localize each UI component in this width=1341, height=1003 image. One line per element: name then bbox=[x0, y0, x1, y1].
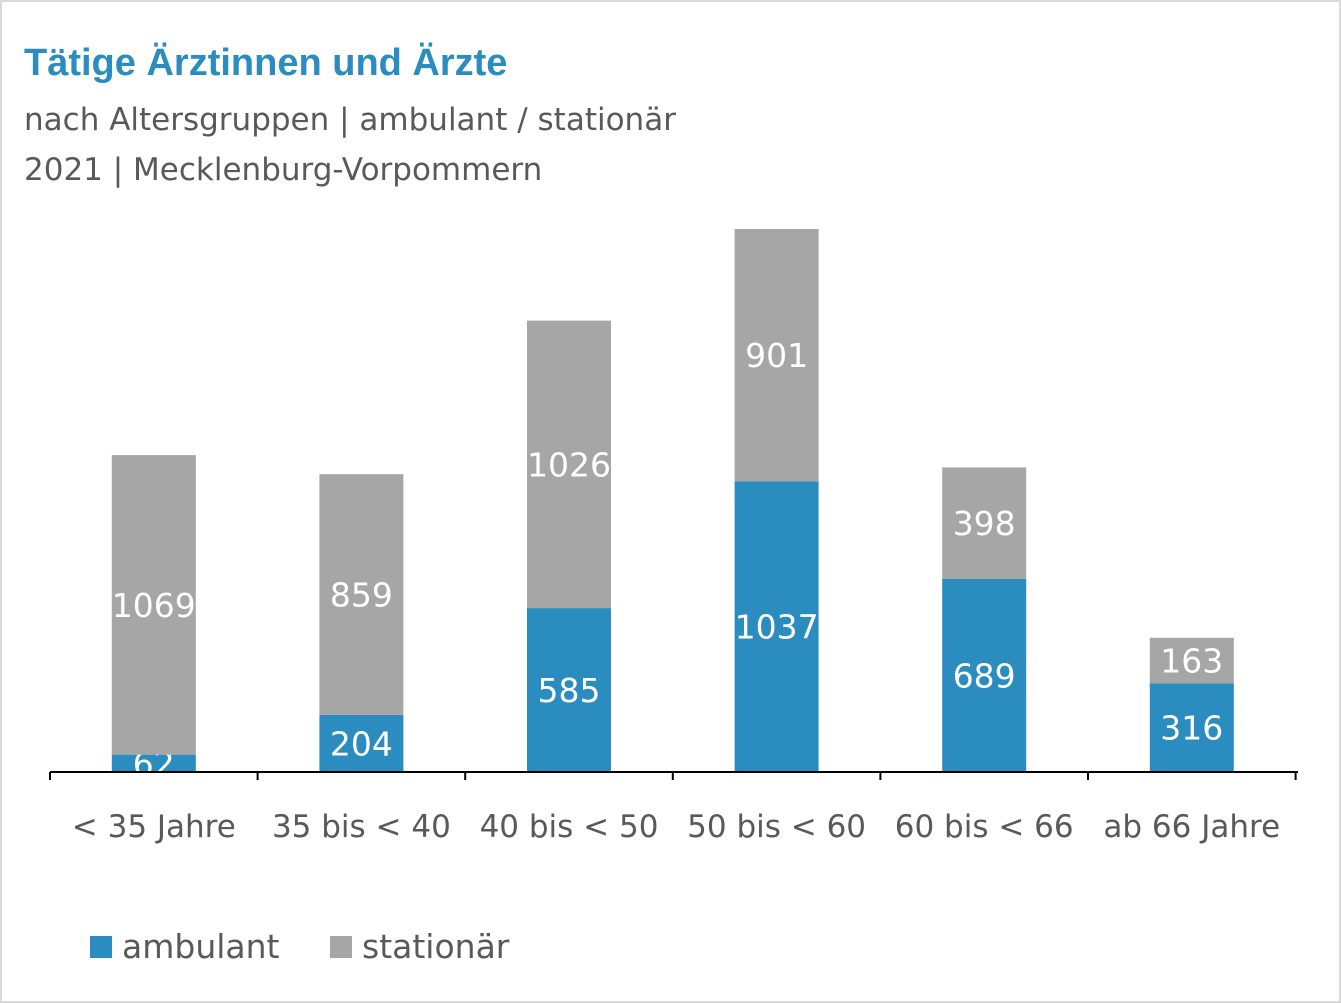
bar-ambulant bbox=[734, 481, 819, 772]
data-label-stationaer: 901 bbox=[745, 336, 808, 375]
data-label-stationaer: 398 bbox=[953, 504, 1016, 543]
bar-stationaer bbox=[111, 455, 196, 755]
bar-stationaer bbox=[942, 467, 1027, 579]
data-label-stationaer: 1069 bbox=[112, 586, 196, 625]
bar-ambulant bbox=[527, 608, 611, 772]
chart-subtitle-year-region: 2021 | Mecklenburg-Vorpommern bbox=[24, 152, 543, 188]
x-tick-label: 35 bis < 40 bbox=[272, 809, 451, 845]
bar-stationaer bbox=[527, 320, 611, 609]
bar-ambulant bbox=[1149, 683, 1234, 772]
data-label-stationaer: 163 bbox=[1160, 642, 1223, 681]
data-label-ambulant: 316 bbox=[1160, 709, 1223, 748]
bar-stationaer bbox=[734, 229, 819, 482]
data-label-ambulant: 689 bbox=[953, 656, 1016, 695]
legend-label-ambulant: ambulant bbox=[122, 927, 280, 966]
data-label-ambulant: 204 bbox=[330, 724, 393, 763]
x-tick-label: 50 bis < 60 bbox=[687, 809, 866, 845]
data-label-stationaer: 859 bbox=[330, 576, 393, 615]
bar-ambulant bbox=[942, 578, 1027, 772]
data-label-ambulant: 1037 bbox=[735, 608, 819, 647]
legend-swatch-stationaer bbox=[330, 936, 352, 958]
chart-title: Tätige Ärztinnen und Ärzte bbox=[24, 42, 508, 84]
x-tick-label: 60 bis < 66 bbox=[895, 809, 1074, 845]
data-label-stationaer: 1026 bbox=[527, 445, 611, 484]
bar-ambulant bbox=[111, 754, 196, 772]
bar-stationaer bbox=[319, 474, 404, 715]
chart-subtitle-groups: nach Altersgruppen | ambulant / stationä… bbox=[24, 102, 676, 138]
bar-ambulant bbox=[319, 714, 404, 772]
data-label-ambulant: 585 bbox=[538, 671, 601, 710]
x-tick-label: < 35 Jahre bbox=[72, 809, 236, 845]
bar-stationaer bbox=[1149, 637, 1234, 684]
x-tick-label: ab 66 Jahre bbox=[1103, 809, 1280, 845]
x-tick-label: 40 bis < 50 bbox=[480, 809, 659, 845]
legend-label-stationaer: stationär bbox=[362, 927, 510, 966]
legend-swatch-ambulant bbox=[90, 936, 112, 958]
